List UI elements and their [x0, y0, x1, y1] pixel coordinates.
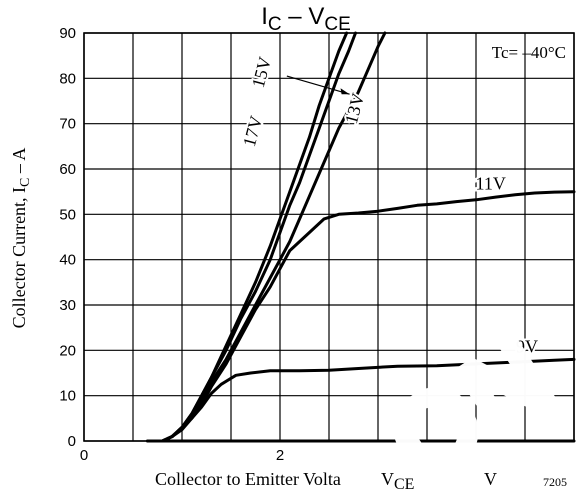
y-tick-label: 50	[59, 206, 76, 223]
y-tick-label: 70	[59, 116, 76, 133]
figure-code: 7205	[543, 475, 567, 489]
y-tick-label: 20	[59, 342, 76, 359]
curve-label-17v: 17V	[239, 114, 266, 149]
label-pointer-arrowhead	[340, 88, 350, 95]
y-tick-label: 60	[59, 161, 76, 178]
tick-labels: 0 10 20 30 40 50 60 70 80 90 0 2	[59, 25, 284, 464]
curve-label-13v: 13V	[341, 91, 368, 126]
curve-17v	[146, 31, 349, 443]
label-pointer-line	[286, 75, 350, 95]
chart-title: IC – VCE	[261, 3, 351, 35]
curve-label-11v: 11V	[476, 173, 506, 193]
x-tick-label: 0	[80, 447, 88, 464]
y-tick-label: 10	[59, 388, 76, 405]
watermark: ON	[364, 309, 575, 495]
y-tick-label: 80	[59, 70, 76, 87]
x-tick-label: 2	[276, 447, 284, 464]
svg-text:ON: ON	[367, 312, 572, 495]
curve-label-9v: 9V	[516, 337, 538, 357]
curve-label-15v: 15V	[248, 55, 275, 90]
curve-9v	[146, 357, 576, 443]
y-axis-label: Collector Current, IC – A	[9, 148, 33, 329]
y-tick-label: 30	[59, 297, 76, 314]
y-tick-label: 0	[68, 433, 76, 450]
x-axis-label: Collector to Emitter Volta VCE V	[155, 469, 497, 493]
y-tick-label: 90	[59, 25, 76, 42]
y-tick-label: 40	[59, 252, 76, 269]
temperature-annotation: Tc= –40°C	[492, 43, 566, 62]
curves	[146, 31, 576, 443]
